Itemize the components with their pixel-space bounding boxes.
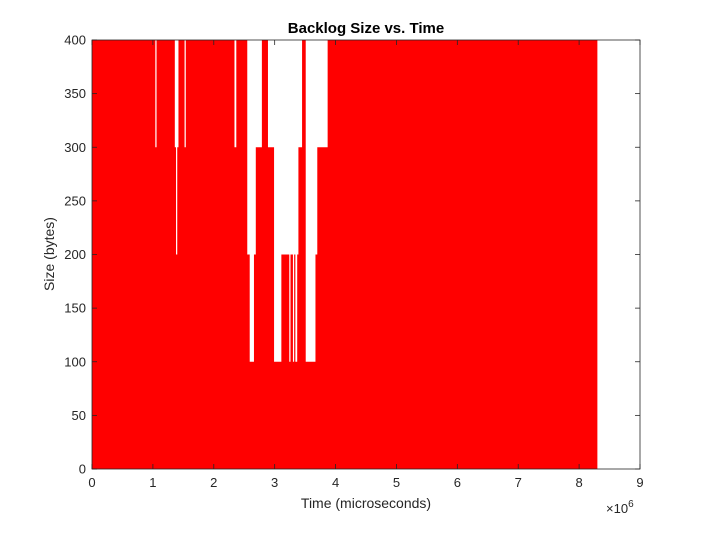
y-tick-label: 0 (79, 462, 86, 477)
x-tick-label: 1 (149, 475, 156, 490)
x-tick-label: 7 (515, 475, 522, 490)
y-axis-label: Size (bytes) (41, 217, 57, 291)
backlog-area-series-0 (92, 40, 598, 469)
x-tick-label: 8 (575, 475, 582, 490)
y-tick-label: 50 (72, 408, 86, 423)
x-axis-exponent: ×106 (606, 499, 634, 516)
x-tick-label: 4 (332, 475, 339, 490)
x-tick-label: 6 (454, 475, 461, 490)
x-tick-label: 0 (88, 475, 95, 490)
chart-marks (92, 40, 598, 469)
x-exponent-base: ×10 (606, 501, 628, 516)
y-tick-label: 300 (64, 140, 86, 155)
x-tick-label: 9 (636, 475, 643, 490)
y-tick-label: 200 (64, 247, 86, 262)
x-tick-label: 3 (271, 475, 278, 490)
chart-title: Backlog Size vs. Time (288, 20, 444, 37)
chart-axes: 0 1 2 3 4 5 6 7 8 9 0 50 100 150 200 250 300 350 400 (64, 33, 643, 491)
y-tick-label: 400 (64, 33, 86, 48)
x-exponent-power: 6 (628, 499, 634, 510)
y-tick-label: 250 (64, 193, 86, 208)
y-tick-label: 100 (64, 354, 86, 369)
x-tick-label: 2 (210, 475, 217, 490)
y-tick-label: 350 (64, 86, 86, 101)
x-axis-label: Time (microseconds) (301, 495, 431, 511)
x-tick-label: 5 (393, 475, 400, 490)
y-tick-label: 150 (64, 301, 86, 316)
